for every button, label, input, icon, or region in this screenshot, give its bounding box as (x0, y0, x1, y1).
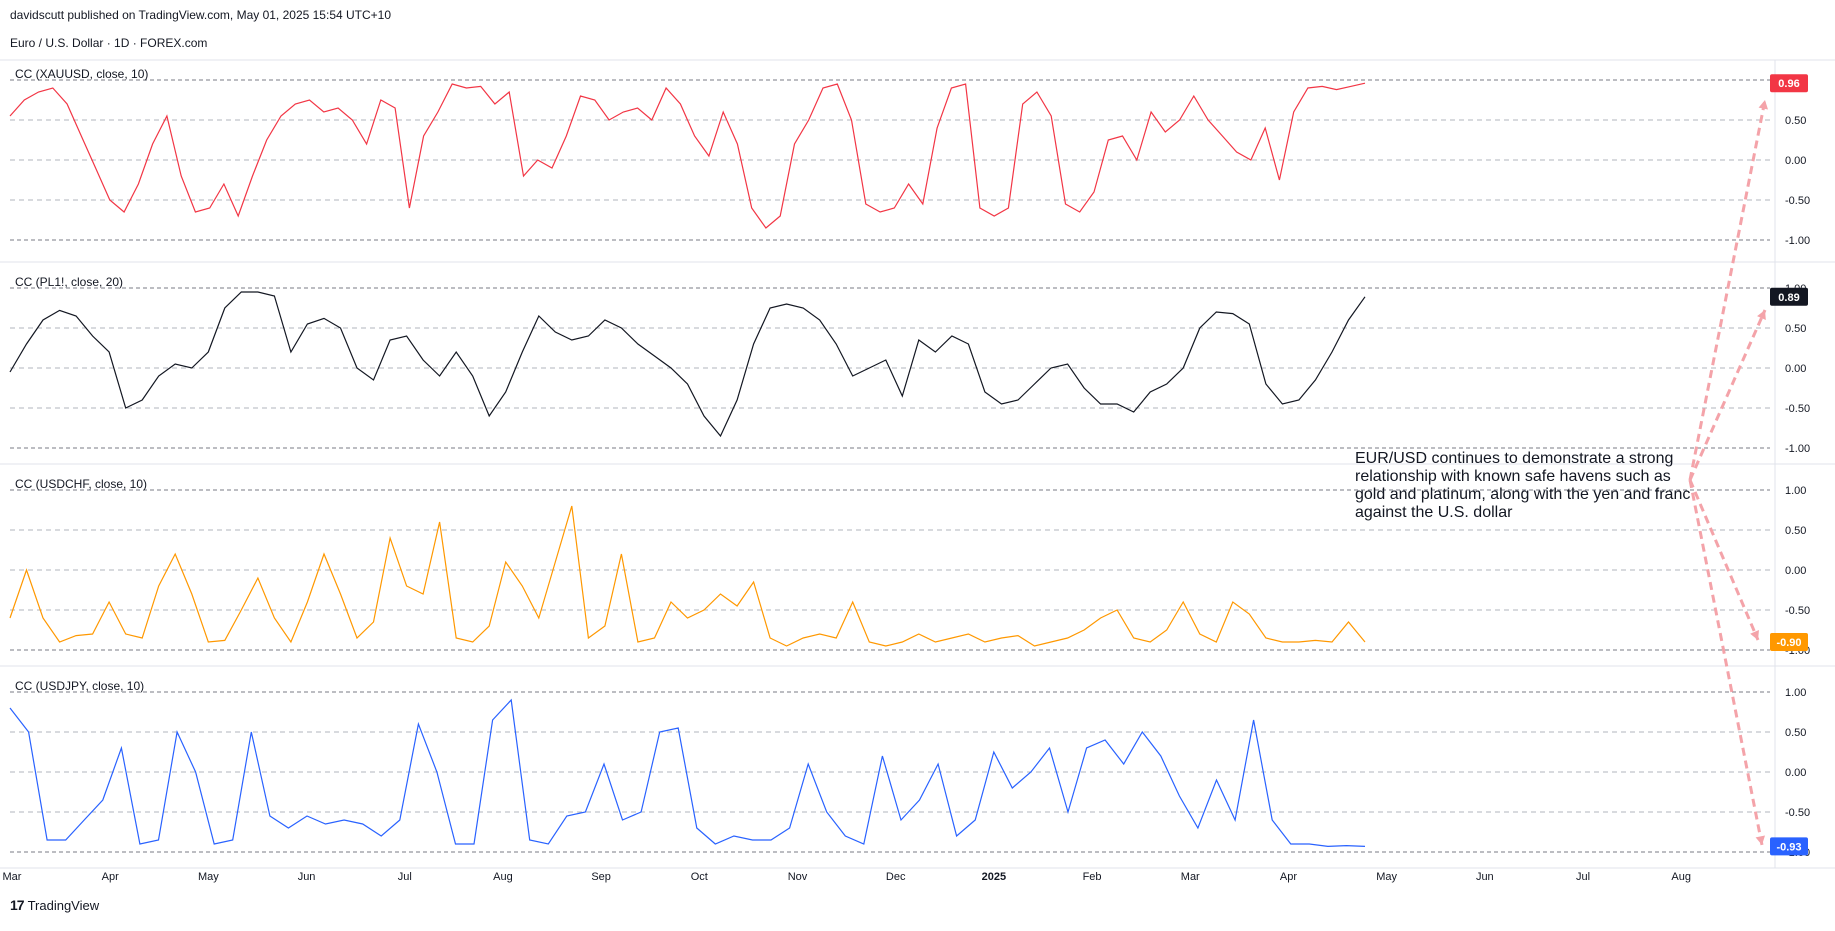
x-tick-label: Feb (1083, 871, 1102, 883)
x-tick-label: Mar (3, 871, 22, 883)
x-tick-label: May (1376, 871, 1397, 883)
y-tick-label: 0.00 (1785, 155, 1806, 167)
annotation-text[interactable]: EUR/USD continues to demonstrate a stron… (1355, 450, 1691, 521)
y-tick-label: 0.00 (1785, 767, 1806, 779)
x-tick-label: 2025 (982, 871, 1006, 883)
annotation-arrowhead (1757, 310, 1766, 320)
pane-title: CC (USDJPY, close, 10) (15, 679, 144, 693)
pane-title: CC (USDCHF, close, 10) (15, 477, 147, 491)
y-tick-label: 0.50 (1785, 323, 1806, 335)
x-tick-label: Apr (102, 871, 119, 883)
annotation-arrowhead (1750, 630, 1759, 640)
annotation-arrowhead (1758, 100, 1769, 110)
annotation-arrow (1688, 99, 1767, 481)
last-value-badge (1770, 287, 1808, 306)
series-line (9, 82, 1366, 229)
y-tick-label: 0.00 (1785, 565, 1806, 577)
y-tick-label: 1.00 (1785, 687, 1806, 699)
last-value-label: 0.96 (1778, 78, 1799, 90)
y-tick-label: 1.00 (1785, 485, 1806, 497)
x-tick-label: Oct (691, 871, 708, 883)
y-tick-label: 0.00 (1785, 363, 1806, 375)
y-tick-label: -1.00 (1785, 443, 1810, 455)
publisher-line: davidscutt published on TradingView.com,… (10, 8, 392, 22)
last-value-label: 0.89 (1778, 292, 1799, 304)
x-tick-label: May (198, 871, 219, 883)
y-tick-label: -0.50 (1785, 403, 1810, 415)
y-tick-label: 0.50 (1785, 525, 1806, 537)
last-value-label: -0.90 (1776, 637, 1801, 649)
y-tick-label: -0.50 (1785, 807, 1810, 819)
x-tick-label: Jun (1476, 871, 1494, 883)
brand-label: TradingView (27, 897, 100, 913)
y-tick-label: -0.50 (1785, 195, 1810, 207)
y-tick-label: 0.50 (1785, 727, 1806, 739)
x-tick-label: Dec (886, 871, 906, 883)
x-tick-label: Nov (788, 871, 808, 883)
annotation-arrow (1688, 479, 1764, 846)
annotation-arrow (1688, 309, 1767, 481)
x-tick-label: Jul (398, 871, 412, 883)
x-tick-label: Mar (1181, 871, 1200, 883)
y-tick-label: -0.50 (1785, 605, 1810, 617)
last-value-badge (1770, 837, 1808, 856)
pane-title: CC (PL1!, close, 20) (15, 275, 123, 289)
x-tick-label: Sep (591, 871, 611, 883)
x-tick-label: Aug (493, 871, 513, 883)
tradingview-brand[interactable]: 17 TradingView (10, 897, 99, 913)
last-value-label: -0.93 (1776, 841, 1801, 853)
series-line (9, 698, 1366, 848)
tradingview-logo-icon: 17 (10, 897, 25, 913)
annotation-arrowhead (1755, 835, 1766, 845)
series-line (9, 291, 1366, 438)
last-value-badge (1770, 74, 1808, 93)
x-tick-label: Aug (1671, 871, 1691, 883)
annotation-arrow (1688, 479, 1760, 641)
pane-title: CC (XAUUSD, close, 10) (15, 67, 148, 81)
y-tick-label: 0.50 (1785, 115, 1806, 127)
x-tick-label: Jun (298, 871, 316, 883)
series-line (9, 505, 1366, 647)
last-value-badge (1770, 633, 1808, 651)
y-tick-label: -1.00 (1785, 235, 1810, 247)
x-tick-label: Apr (1280, 871, 1297, 883)
symbol-title[interactable]: Euro / U.S. Dollar · 1D · FOREX.com (10, 36, 208, 50)
x-tick-label: Jul (1576, 871, 1590, 883)
